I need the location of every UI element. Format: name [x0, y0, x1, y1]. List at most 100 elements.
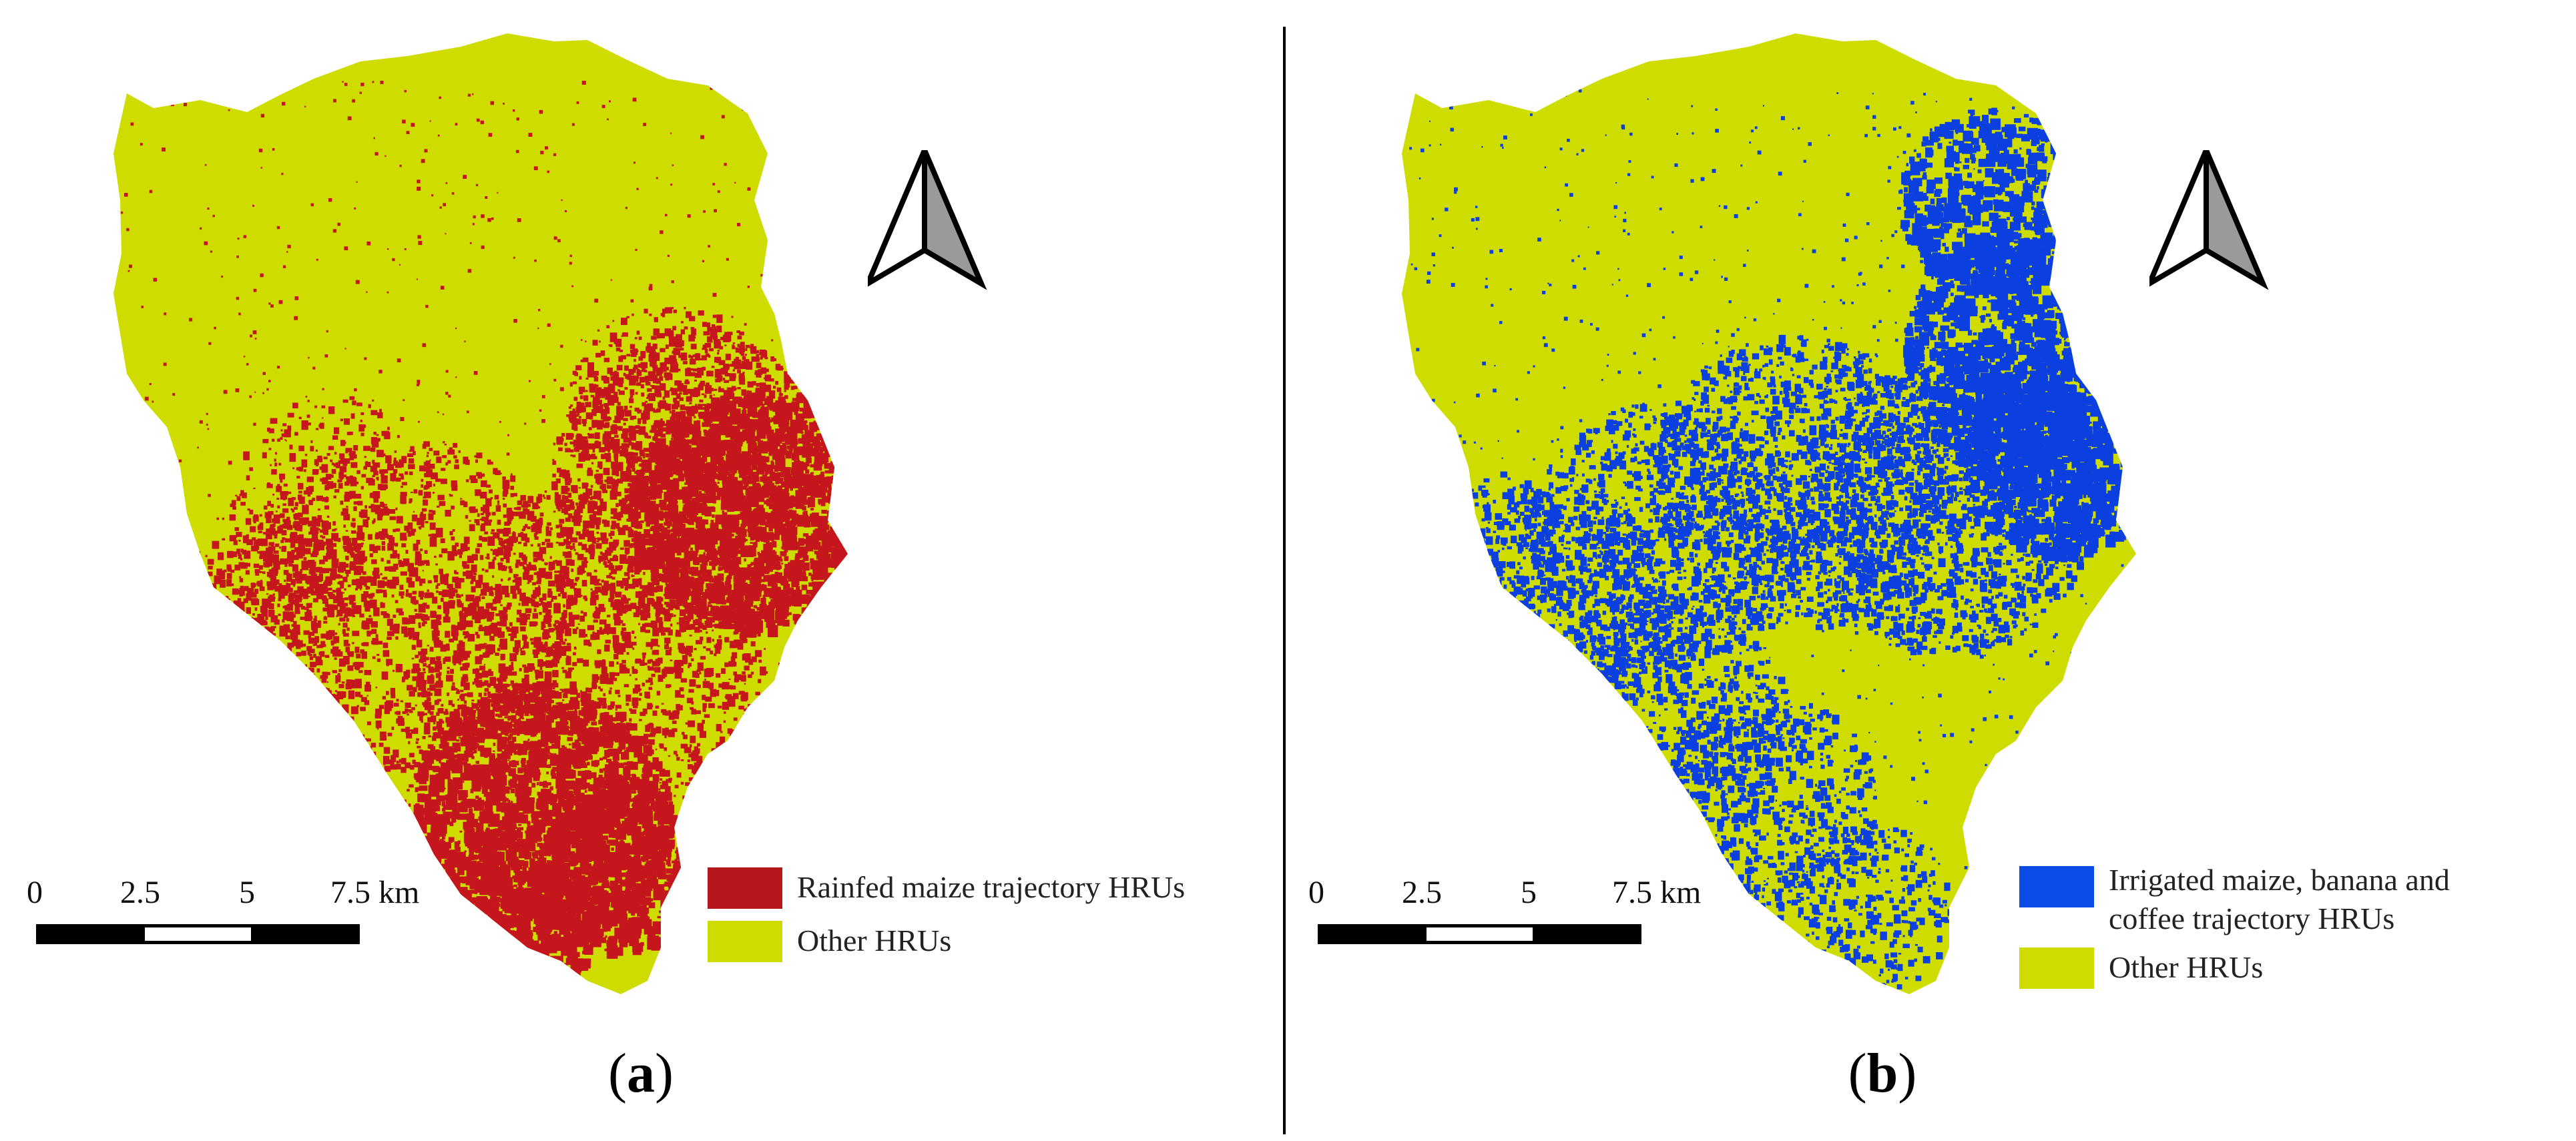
hru-patch [708, 595, 715, 601]
hru-patch [617, 426, 623, 431]
hru-patch [626, 518, 629, 522]
hru-patch [703, 534, 710, 540]
hru-patch [723, 720, 726, 723]
hru-patch [740, 511, 746, 516]
hru-patch [640, 612, 648, 621]
hru-patch [668, 578, 676, 585]
hru-patch [818, 589, 824, 594]
hru-patch [584, 790, 587, 793]
hru-patch [765, 458, 768, 460]
hru-patch [812, 602, 816, 604]
hru-patch [779, 392, 782, 396]
hru-patch [475, 921, 480, 925]
hru-patch [711, 404, 718, 411]
hru-patch [696, 495, 702, 502]
hru-patch [451, 626, 459, 637]
hru-patch [646, 734, 652, 737]
hru-patch [629, 406, 632, 408]
hru-patch [549, 556, 552, 559]
hru-patch [732, 471, 736, 475]
hru-patch [737, 550, 741, 553]
hru-patch [744, 558, 746, 562]
hru-patch [783, 583, 790, 590]
hru-patch [762, 608, 768, 613]
hru-patch [631, 542, 634, 546]
hru-patch [752, 573, 755, 576]
hru-patch [459, 611, 463, 617]
hru-patch [645, 629, 651, 633]
hru-patch [791, 452, 800, 460]
hru-patch [704, 348, 708, 354]
hru-patch [808, 478, 811, 480]
hru-patch [608, 564, 615, 570]
hru-patch [599, 619, 607, 625]
hru-patch [631, 430, 635, 434]
hru-patch [676, 552, 682, 556]
hru-patch [668, 551, 675, 559]
hru-patch [647, 388, 652, 392]
hru-patch [598, 555, 603, 562]
hru-patch [709, 423, 715, 428]
hru-patch [597, 496, 601, 500]
hru-patch [668, 777, 672, 781]
hru-patch [481, 523, 485, 528]
hru-patch [752, 498, 759, 505]
hru-patch [752, 423, 763, 430]
hru-patch [579, 395, 583, 400]
hru-patch [478, 575, 483, 581]
hru-patch [636, 486, 639, 489]
hru-patch [554, 492, 559, 497]
hru-patch [639, 551, 645, 556]
hru-patch [650, 527, 656, 532]
hru-patch [740, 731, 747, 735]
hru-patch [577, 567, 583, 575]
hru-patch [747, 516, 752, 522]
hru-patch [760, 476, 766, 482]
hru-patch [778, 491, 782, 495]
hru-patch [845, 464, 848, 474]
hru-patch [739, 472, 746, 478]
hru-patch [463, 571, 469, 577]
hru-patch [682, 655, 688, 663]
hru-patch [724, 750, 729, 755]
hru-patch [810, 560, 816, 570]
hru-patch [758, 426, 764, 430]
hru-patch [687, 759, 690, 763]
hru-patch [688, 753, 693, 758]
hru-patch [713, 599, 717, 603]
hru-patch [578, 533, 585, 540]
hru-patch [598, 774, 603, 778]
hru-patch [605, 550, 611, 556]
hru-patch [753, 560, 764, 568]
hru-patch [623, 406, 628, 410]
hru-patch [571, 667, 574, 670]
hru-patch [716, 608, 720, 611]
hru-patch [756, 468, 761, 474]
hru-patch [638, 698, 641, 701]
hru-patch [560, 500, 567, 508]
hru-patch [718, 462, 723, 466]
hru-patch [834, 450, 842, 457]
hru-patch [460, 689, 464, 693]
hru-patch [735, 356, 739, 360]
hru-patch [811, 406, 816, 412]
hru-patch [679, 617, 686, 626]
hru-patch [724, 373, 730, 377]
hru-patch [775, 573, 782, 579]
hru-patch [742, 356, 746, 360]
hru-patch [618, 527, 626, 535]
hru-patch [686, 527, 695, 534]
hru-patch [796, 577, 800, 579]
hru-patch [635, 476, 638, 480]
hru-patch [593, 569, 597, 573]
hru-patch [717, 470, 720, 474]
hru-patch [619, 547, 624, 550]
hru-patch [730, 458, 738, 466]
hru-patch [778, 424, 782, 428]
hru-patch [786, 445, 792, 450]
hru-patch [683, 540, 691, 548]
hru-patch [768, 551, 777, 562]
hru-patch [721, 668, 726, 674]
hru-patch [816, 407, 820, 410]
hru-patch [489, 635, 495, 641]
